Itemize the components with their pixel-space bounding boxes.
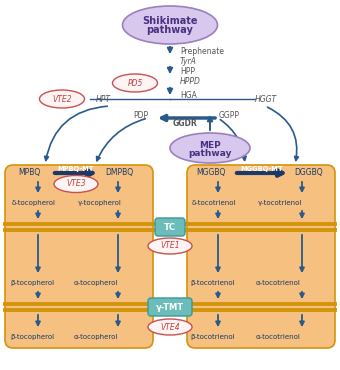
Text: HPP: HPP (180, 67, 195, 77)
Text: DMPBQ: DMPBQ (105, 168, 133, 178)
Ellipse shape (148, 319, 192, 335)
Text: β-tocopherol: β-tocopherol (10, 280, 54, 286)
Text: MPBQ-MT: MPBQ-MT (58, 166, 94, 172)
FancyBboxPatch shape (148, 298, 192, 316)
FancyBboxPatch shape (5, 165, 153, 348)
Text: β-tocotrienol: β-tocotrienol (190, 334, 235, 340)
FancyBboxPatch shape (187, 165, 335, 348)
Text: PD5: PD5 (127, 78, 143, 87)
Text: γ-TMT: γ-TMT (156, 303, 184, 312)
Text: DGGBQ: DGGBQ (294, 168, 323, 178)
Ellipse shape (39, 90, 85, 108)
Ellipse shape (122, 6, 218, 44)
Text: δ-tocopherol: δ-tocopherol (12, 200, 56, 206)
Text: γ-tocotrienol: γ-tocotrienol (258, 200, 302, 206)
Text: MEP: MEP (199, 141, 221, 149)
Text: MGGBQ: MGGBQ (196, 168, 225, 178)
Ellipse shape (54, 175, 98, 192)
Text: VTE4: VTE4 (160, 323, 180, 332)
Text: α-tocotrienol: α-tocotrienol (256, 334, 301, 340)
Text: VTE2: VTE2 (52, 94, 72, 104)
Text: Prephenate: Prephenate (180, 47, 224, 57)
Text: β-tocotrienol: β-tocotrienol (190, 280, 235, 286)
Ellipse shape (113, 74, 157, 92)
Text: pathway: pathway (188, 148, 232, 158)
Text: α-tocotrienol: α-tocotrienol (256, 280, 301, 286)
Text: GGDR: GGDR (173, 120, 198, 128)
Text: pathway: pathway (147, 25, 193, 35)
FancyArrowPatch shape (268, 107, 299, 161)
Text: MGGBQ-MT: MGGBQ-MT (241, 166, 283, 172)
Text: HGA: HGA (180, 91, 197, 100)
Text: β-tocopherol: β-tocopherol (10, 334, 54, 340)
Text: α-tocopherol: α-tocopherol (74, 334, 118, 340)
Text: GGPP: GGPP (219, 111, 240, 120)
FancyArrowPatch shape (97, 119, 145, 161)
Text: PDP: PDP (133, 111, 148, 120)
Text: TyrA: TyrA (180, 57, 197, 67)
Text: HGGT: HGGT (255, 94, 277, 104)
FancyBboxPatch shape (155, 218, 185, 236)
FancyArrowPatch shape (220, 120, 246, 160)
Text: α-tocopherol: α-tocopherol (74, 280, 118, 286)
Text: MPBQ: MPBQ (18, 168, 40, 178)
Ellipse shape (170, 133, 250, 163)
Text: HPPD: HPPD (180, 77, 201, 87)
Text: γ-tocopherol: γ-tocopherol (78, 200, 122, 206)
Text: Shikimate: Shikimate (142, 16, 198, 26)
Text: HPT: HPT (96, 94, 111, 104)
FancyArrowPatch shape (45, 106, 107, 161)
Text: δ-tocotrienol: δ-tocotrienol (192, 200, 237, 206)
Text: VTE1: VTE1 (160, 242, 180, 250)
Text: VTE3: VTE3 (66, 179, 86, 188)
Ellipse shape (148, 238, 192, 254)
Text: TC: TC (164, 222, 176, 232)
